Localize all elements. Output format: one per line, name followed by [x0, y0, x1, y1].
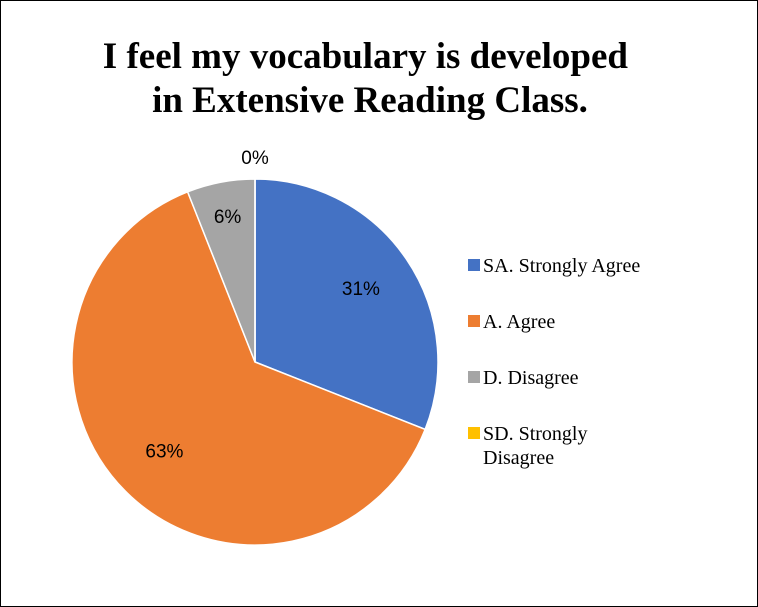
legend-label: D. Disagree — [483, 367, 579, 389]
legend-label: SD. Strongly Disagree — [483, 423, 588, 469]
legend-swatch — [468, 315, 480, 327]
data-label: 31% — [342, 279, 380, 300]
legend-label: A. Agree — [483, 311, 556, 333]
legend-item: A. Agree — [468, 310, 663, 334]
data-label: 0% — [241, 148, 269, 169]
legend-item: SD. Strongly Disagree — [468, 422, 663, 470]
pie-slice — [254, 178, 439, 431]
legend-swatch — [468, 427, 480, 439]
data-label: 6% — [214, 207, 242, 228]
title-line: in Extensive Reading Class. — [152, 80, 588, 121]
chart-title: I feel my vocabulary is developed in Ext… — [103, 36, 637, 121]
legend-swatch — [468, 259, 480, 271]
legend-item: SA. Strongly Agree — [468, 254, 663, 278]
title-line: I feel my vocabulary is developed — [103, 36, 629, 77]
data-label: 63% — [145, 442, 183, 463]
legend-item: D. Disagree — [468, 366, 663, 390]
pie-slice — [71, 190, 427, 546]
legend-label: SA. Strongly Agree — [483, 255, 641, 277]
legend-swatch — [468, 371, 480, 383]
